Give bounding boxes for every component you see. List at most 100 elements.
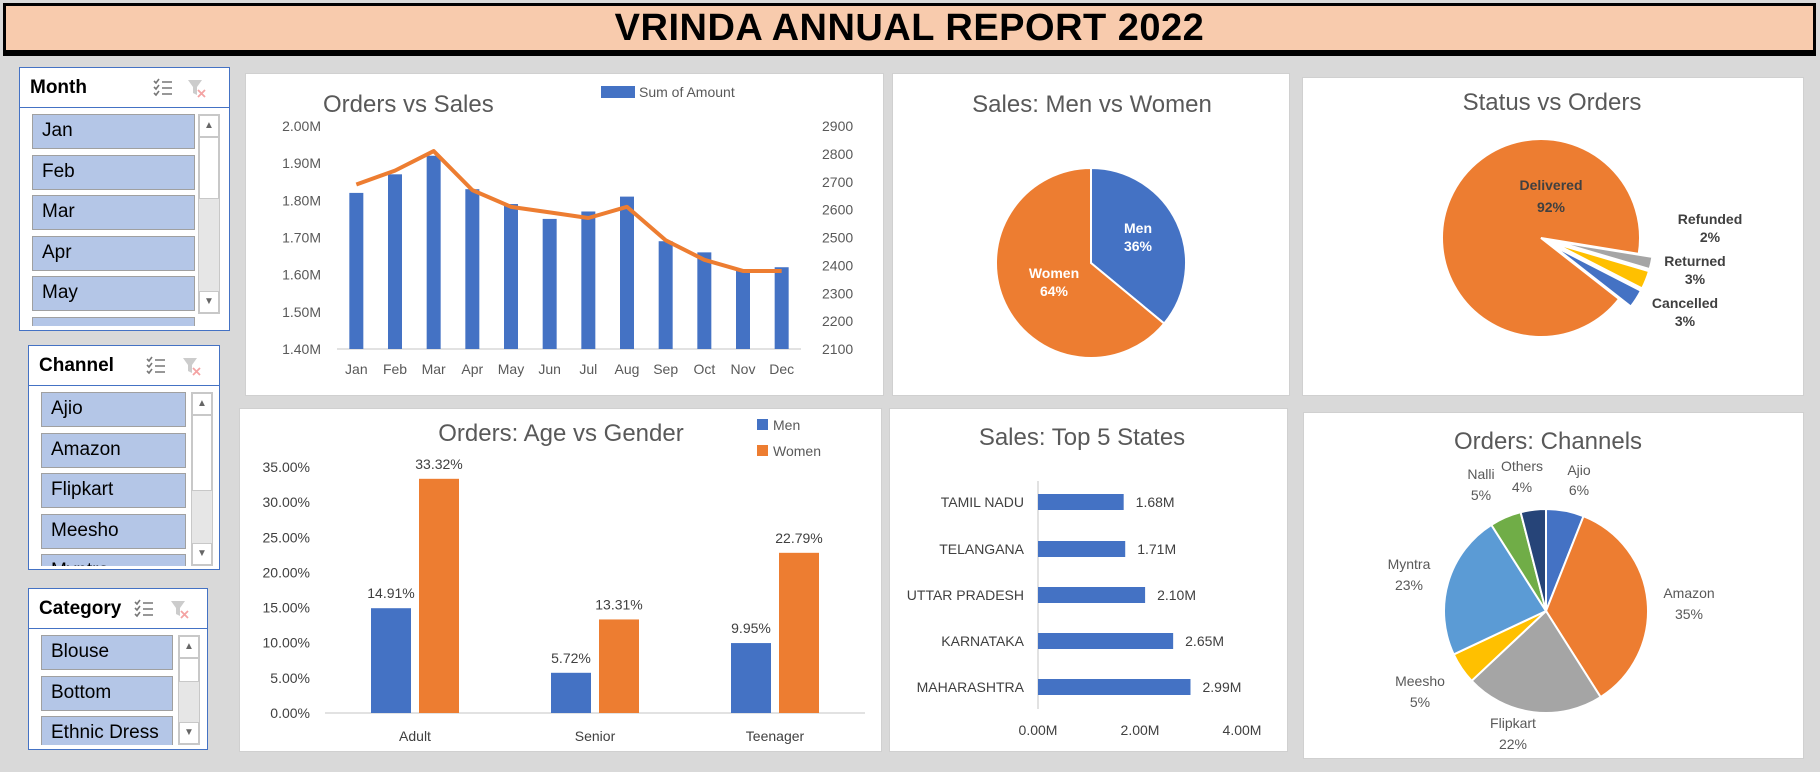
category-items-list: Blouse Bottom Ethnic Dress xyxy=(41,635,173,745)
slicer-item-mar[interactable]: Mar xyxy=(32,195,195,230)
report-header: VRINDA ANNUAL REPORT 2022 xyxy=(3,3,1816,56)
multi-select-icon[interactable] xyxy=(133,598,155,620)
data-label-value: 23% xyxy=(1395,577,1423,593)
report-title: VRINDA ANNUAL REPORT 2022 xyxy=(614,6,1205,49)
age-vs-gender-chart[interactable]: Orders: Age vs Gender 0.00% 5.00% 10.00% 15.… xyxy=(239,408,882,752)
x-tick-label: Aug xyxy=(615,361,640,377)
bar-uttar-pradesh xyxy=(1038,587,1146,603)
clear-filter-icon[interactable] xyxy=(169,598,191,620)
scroll-thumb[interactable] xyxy=(179,658,199,682)
x-tick-label: Apr xyxy=(461,361,483,377)
slicer-item-myntra[interactable]: Myntra xyxy=(41,554,186,566)
y-tick-label: 35.00% xyxy=(263,459,310,475)
data-label-value: 5% xyxy=(1471,487,1491,503)
multi-select-icon[interactable] xyxy=(152,77,174,99)
category-slicer-title: Category xyxy=(39,597,122,619)
data-label: 14.91% xyxy=(367,585,414,601)
x-tick-label: Sep xyxy=(653,361,678,377)
x-tick-label: Adult xyxy=(399,728,431,744)
slicer-item-jan[interactable]: Jan xyxy=(32,114,195,149)
slicer-item-bottom[interactable]: Bottom xyxy=(41,675,173,711)
channel-slicer-header: Channel xyxy=(29,346,219,386)
slicer-item-ajio[interactable]: Ajio xyxy=(41,392,186,427)
pie-slice-others xyxy=(1519,507,1547,612)
scroll-up-button[interactable]: ▲ xyxy=(179,636,199,658)
slicer-item-may[interactable]: May xyxy=(32,276,195,311)
bar-women-teenager xyxy=(779,552,819,713)
legend-swatch xyxy=(601,86,635,98)
y-tick-label: MAHARASHTRA xyxy=(917,679,1025,695)
pie-slice-amazon xyxy=(1544,514,1649,699)
data-label-name: Ajio xyxy=(1567,462,1591,478)
data-label-name: Women xyxy=(1029,265,1079,281)
data-label-name: Amazon xyxy=(1663,585,1714,601)
x-tick-label: Dec xyxy=(769,361,794,377)
month-items-list: Jan Feb Mar Apr May xyxy=(32,114,195,326)
scroll-down-button[interactable]: ▼ xyxy=(192,543,212,565)
scroll-thumb[interactable] xyxy=(192,415,212,491)
scroll-down-button[interactable]: ▼ xyxy=(199,291,219,313)
y-tick-label: TAMIL NADU xyxy=(941,494,1024,510)
y-tick-label: 1.80M xyxy=(282,192,321,208)
slicer-item-flipkart[interactable]: Flipkart xyxy=(41,473,186,508)
slicer-item-partial[interactable] xyxy=(32,316,195,326)
bar-jun xyxy=(542,218,557,349)
x-tick-label: Mar xyxy=(422,361,446,377)
status-vs-orders-chart[interactable]: Status vs Orders Delivered 92% Refunded 2% Re… xyxy=(1302,77,1804,396)
orders-vs-sales-chart[interactable]: Orders vs Sales Sum of Amount 1.40M 1.50M 1.… xyxy=(245,73,884,396)
multi-select-icon[interactable] xyxy=(145,355,167,377)
slicer-item-blouse[interactable]: Blouse xyxy=(41,635,173,670)
y-tick-label: 5.00% xyxy=(270,670,310,686)
slicer-item-ethnic-dress[interactable]: Ethnic Dress xyxy=(41,716,173,745)
clear-filter-icon[interactable] xyxy=(181,355,203,377)
x-tick-label: Jul xyxy=(579,361,597,377)
x-tick-label: 2.00M xyxy=(1121,722,1160,738)
y2-tick-label: 2400 xyxy=(822,257,853,273)
y-tick-label: 1.50M xyxy=(282,304,321,320)
data-label-value: 36% xyxy=(1124,238,1153,254)
men-vs-women-chart[interactable]: Sales: Men vs Women Men 36% Women 64% xyxy=(892,73,1290,396)
top5-states-chart[interactable]: Sales: Top 5 States TAMIL NADU 1.68M TELANG… xyxy=(889,408,1288,752)
data-label-name: Flipkart xyxy=(1490,715,1536,731)
y2-tick-label: 2800 xyxy=(822,146,853,162)
chart-title: Status vs Orders xyxy=(1463,89,1642,116)
scroll-up-button[interactable]: ▲ xyxy=(199,115,219,137)
y-tick-label: 2.00M xyxy=(282,118,321,134)
legend-swatch xyxy=(757,419,768,430)
bar-feb xyxy=(388,174,402,349)
y2-tick-label: 2500 xyxy=(822,230,853,246)
bar-mar xyxy=(426,155,441,349)
data-label-name: Meesho xyxy=(1395,673,1445,689)
month-slicer: Month Jan Feb Mar Apr May ▲ ▼ xyxy=(19,67,230,331)
bar-jul xyxy=(581,211,596,349)
channel-slicer: Channel Ajio Amazon Flipkart Meesho Myntra ▲… xyxy=(28,345,220,570)
slicer-item-meesho[interactable]: Meesho xyxy=(41,513,186,549)
chart-title: Orders: Age vs Gender xyxy=(438,420,683,447)
x-tick-label: Jan xyxy=(345,361,368,377)
chart-title: Orders: Channels xyxy=(1454,428,1642,455)
pie-slice-delivered xyxy=(1441,137,1641,338)
slicer-item-amazon[interactable]: Amazon xyxy=(41,432,186,468)
data-label-name: Others xyxy=(1501,458,1543,474)
y-tick-label: 1.90M xyxy=(282,155,321,171)
month-scrollbar[interactable]: ▲ ▼ xyxy=(198,114,220,314)
data-label-name: Men xyxy=(1124,220,1152,236)
bar-women-adult xyxy=(419,478,459,713)
channel-items-list: Ajio Amazon Flipkart Meesho Myntra xyxy=(41,392,186,566)
slicer-item-apr[interactable]: Apr xyxy=(32,235,195,271)
x-tick-label: Senior xyxy=(575,728,616,744)
slicer-item-feb[interactable]: Feb xyxy=(32,154,195,190)
channel-scrollbar[interactable]: ▲ ▼ xyxy=(191,392,213,566)
scroll-up-button[interactable]: ▲ xyxy=(192,393,212,415)
x-tick-label: Oct xyxy=(693,361,715,377)
category-scrollbar[interactable]: ▲ ▼ xyxy=(178,635,200,745)
y-tick-label: 25.00% xyxy=(263,529,310,545)
scroll-thumb[interactable] xyxy=(199,137,219,199)
x-tick-label: Nov xyxy=(731,361,756,377)
data-label: 5.72% xyxy=(551,650,591,666)
scroll-down-button[interactable]: ▼ xyxy=(179,722,199,744)
legend-label: Women xyxy=(773,443,821,459)
orders-channels-chart[interactable]: Orders: Channels Ajio 6% Amazon 35% Flipkart 2… xyxy=(1303,412,1804,759)
clear-filter-icon[interactable] xyxy=(186,77,208,99)
y-tick-label: 20.00% xyxy=(263,564,310,580)
